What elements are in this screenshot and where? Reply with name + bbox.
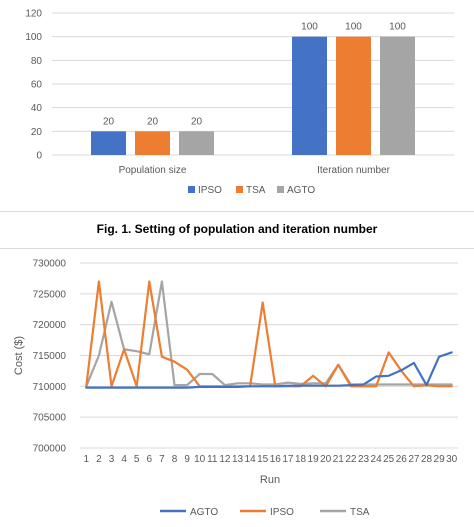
bar-legend-swatch-ipso	[188, 186, 195, 193]
bar-legend-swatch-agto	[277, 186, 284, 193]
line-series-tsa	[85, 280, 453, 388]
bar-y-tick-label: 0	[36, 151, 42, 162]
line-y-tick-label: 700000	[33, 444, 67, 455]
line-x-tick-label: 21	[333, 454, 345, 465]
line-x-tick-label: 2	[96, 454, 102, 465]
line-x-tick-label: 30	[446, 454, 458, 465]
line-x-tick-label: 8	[172, 454, 178, 465]
bar-y-tick-label: 120	[25, 9, 42, 20]
bar-agto	[179, 131, 214, 155]
line-x-tick-label: 24	[371, 454, 383, 465]
line-x-tick-label: 23	[358, 454, 370, 465]
line-x-tick-label: 3	[109, 454, 115, 465]
bar-tsa	[336, 36, 371, 155]
bar-y-tick-label: 100	[25, 32, 42, 43]
line-x-tick-label: 10	[194, 454, 206, 465]
line-chart: 700000 705000 710000 715000 720000 725000 7300…	[13, 259, 458, 518]
line-y-tick-label: 710000	[33, 382, 67, 393]
line-y-axis-label: Cost ($)	[13, 336, 25, 375]
line-legend-label: AGTO	[190, 507, 218, 518]
line-x-tick-label: 17	[282, 454, 294, 465]
bar-agto	[380, 36, 415, 155]
line-x-tick-label: 12	[219, 454, 231, 465]
line-x-tick-label: 28	[421, 454, 433, 465]
bar-legend-label: AGTO	[287, 185, 315, 196]
line-x-tick-label: 25	[383, 454, 395, 465]
line-y-tick-label: 730000	[33, 259, 67, 270]
line-x-tick-label: 29	[434, 454, 446, 465]
line-x-tick-label: 1	[84, 454, 90, 465]
line-x-tick-label: 4	[121, 454, 127, 465]
line-x-tick-label: 16	[270, 454, 282, 465]
bar-ipso	[91, 131, 126, 155]
line-chart-panel: 700000 705000 710000 715000 720000 725000 7300…	[0, 248, 474, 526]
line-x-tick-label: 18	[295, 454, 307, 465]
bar-y-tick-label: 40	[31, 103, 43, 114]
line-x-axis-label: Run	[260, 474, 280, 486]
bar-legend-swatch-tsa	[236, 186, 243, 193]
line-legend-label: IPSO	[270, 507, 294, 518]
bar-data-label: 20	[147, 116, 159, 127]
bar-chart: 0 20 40 60 80 100 120 20 20 20 Population size 100 1…	[25, 9, 454, 196]
line-x-tick-label: 22	[345, 454, 357, 465]
bar-data-label: 20	[103, 116, 115, 127]
line-y-tick-label: 715000	[33, 351, 67, 362]
line-x-tick-label: 11	[207, 454, 218, 465]
line-x-tick-label: 19	[308, 454, 320, 465]
bar-legend-label: IPSO	[198, 185, 222, 196]
line-y-tick-label: 720000	[33, 320, 67, 331]
bar-y-tick-label: 60	[31, 80, 43, 91]
bar-legend-label: TSA	[246, 185, 266, 196]
bar-ipso	[292, 36, 327, 155]
bar-data-label: 100	[301, 22, 318, 33]
bar-tsa	[135, 131, 170, 155]
bar-y-tick-label: 80	[31, 56, 43, 67]
line-x-tick-label: 5	[134, 454, 140, 465]
line-x-tick-label: 6	[147, 454, 153, 465]
line-x-tick-label: 15	[257, 454, 269, 465]
line-x-tick-label: 14	[245, 454, 257, 465]
line-y-tick-label: 705000	[33, 413, 67, 424]
bar-y-tick-label: 20	[31, 127, 43, 138]
line-x-tick-label: 7	[159, 454, 165, 465]
line-x-tick-label: 20	[320, 454, 332, 465]
line-series-agto	[85, 351, 453, 389]
bar-data-label: 100	[345, 22, 362, 33]
bar-data-label: 100	[389, 22, 406, 33]
line-x-tick-label: 9	[184, 454, 190, 465]
bar-category-label: Iteration number	[317, 165, 390, 176]
figure-caption: Fig. 1. Setting of population and iterat…	[96, 222, 378, 236]
line-x-tick-label: 13	[232, 454, 244, 465]
bar-chart-panel: 0 20 40 60 80 100 120 20 20 20 Population size 100 1…	[0, 0, 474, 212]
line-y-tick-label: 725000	[33, 289, 67, 300]
line-legend-label: TSA	[350, 507, 370, 518]
bar-data-label: 20	[191, 116, 203, 127]
line-x-tick-label: 26	[396, 454, 408, 465]
line-x-tick-label: 27	[408, 454, 420, 465]
line-series-ipso	[85, 280, 453, 388]
bar-category-label: Population size	[119, 165, 187, 176]
